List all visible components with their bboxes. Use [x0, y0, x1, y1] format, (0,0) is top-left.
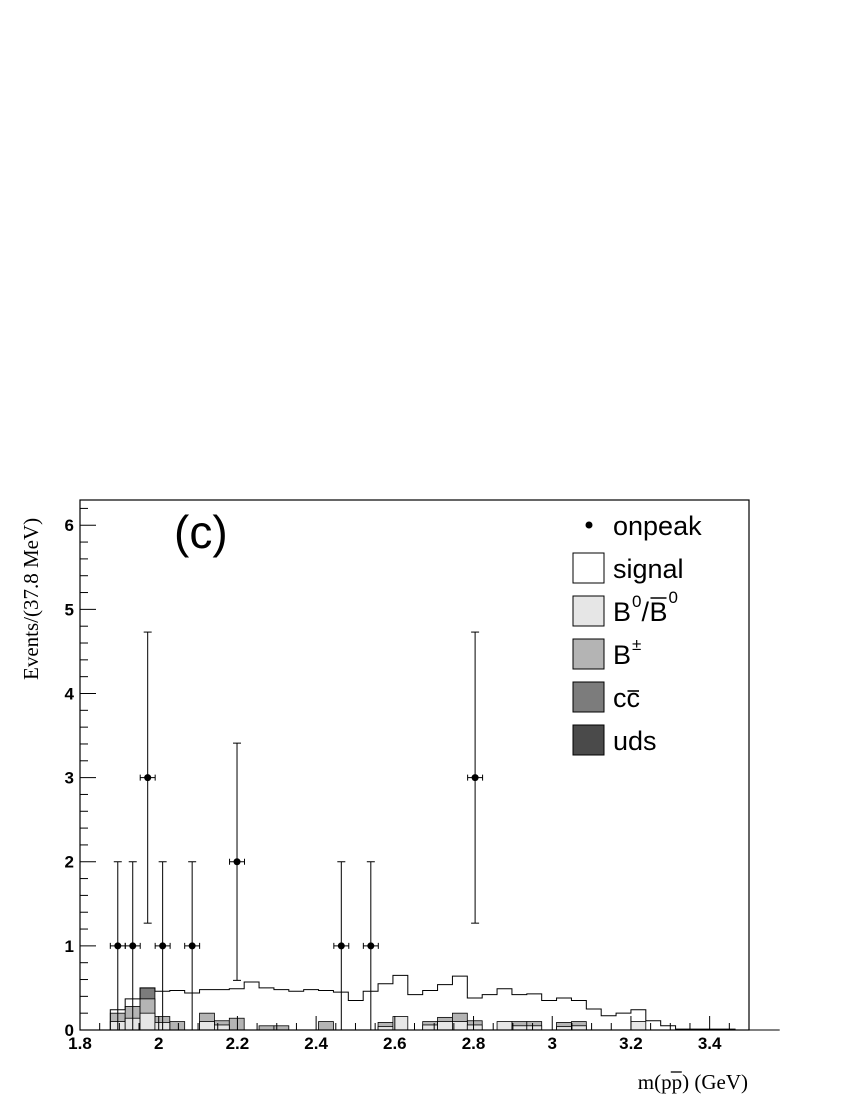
- legend-label2-2: B: [649, 597, 667, 627]
- onpeak-marker-2: [144, 774, 152, 782]
- y-tick-label-0: 0: [65, 1021, 74, 1040]
- y-tick-label-6: 6: [65, 516, 74, 535]
- signal-step-line: [109, 974, 780, 1031]
- y-axis-title: Events/(37.8 MeV): [19, 518, 43, 680]
- y-tick-label-5: 5: [65, 600, 74, 619]
- onpeak-point-1: [124, 861, 141, 1030]
- legend-label-4: cc: [613, 683, 640, 713]
- x-tick-label-6: 3: [548, 1034, 557, 1053]
- x-tick-label-4: 2.6: [383, 1034, 407, 1053]
- legend-item-4: cc: [572, 681, 640, 713]
- onpeak-marker-6: [337, 942, 345, 950]
- legend-item-0: onpeak: [585, 511, 702, 541]
- x-tick-label-7: 3.2: [619, 1034, 643, 1053]
- bar-B0B0bar-21: [422, 1024, 438, 1031]
- onpeak-marker-4: [188, 942, 196, 950]
- bar-B0B0bar-2: [139, 1012, 156, 1031]
- onpeak-point-2: [139, 631, 156, 924]
- onpeak-marker-1: [129, 942, 137, 950]
- bar-B-8: [228, 1017, 245, 1031]
- legend-label-3: B: [613, 640, 631, 670]
- bar-B-11: [273, 1025, 290, 1031]
- y-tick-label-2: 2: [65, 853, 74, 872]
- legend-item-2: B 0/B 0: [572, 588, 678, 627]
- legend-item-1: signal: [572, 552, 684, 584]
- onpeak-marker-3: [159, 942, 167, 950]
- onpeak-point-3: [154, 861, 171, 1030]
- onpeak-points-layer: [109, 631, 484, 1030]
- bar-B-10: [258, 1025, 275, 1031]
- bar-B0B0bar-31: [571, 1025, 587, 1031]
- bar-B0B0bar-35: [630, 1021, 647, 1031]
- x-tick-label-5: 2.8: [462, 1034, 486, 1053]
- onpeak-point-4: [184, 861, 201, 1030]
- bar-B0B0bar-27: [511, 1025, 528, 1031]
- legend-label-2: B: [613, 597, 631, 627]
- legend-item-5: uds: [572, 724, 657, 756]
- y-tick-label-4: 4: [65, 684, 75, 703]
- x-tick-label-3: 2.4: [304, 1034, 328, 1053]
- legend-sup2-2: 0: [669, 588, 678, 607]
- onpeak-marker-8: [471, 774, 479, 782]
- onpeak-point-7: [362, 861, 379, 1030]
- legend-swatch-3: [572, 638, 605, 670]
- y-tick-label-1: 1: [65, 937, 74, 956]
- legend-swatch-5: [572, 724, 605, 756]
- onpeak-point-6: [333, 861, 350, 1030]
- legend-label-1: signal: [613, 554, 684, 584]
- x-tick-label-8: 3.4: [698, 1034, 722, 1053]
- axes-layer: 1.8 2 2.2 2.4 2.6 2.8 3 3.2 3.4 0 1 2 3 4 5 6: [65, 507, 750, 1073]
- bar-B0B0bar-23: [452, 1021, 468, 1031]
- legend-sup-3: ±: [632, 635, 641, 654]
- x-tick-label-2: 2.2: [226, 1034, 250, 1053]
- panel-label: (c): [174, 506, 228, 558]
- onpeak-marker-7: [367, 942, 375, 950]
- plot-background: [80, 500, 749, 1030]
- legend-label-5: uds: [613, 726, 657, 756]
- legend-swatch-2: [572, 595, 605, 627]
- bar-B0B0bar-26: [496, 1021, 513, 1031]
- legend-swatch-4: [572, 681, 605, 713]
- bar-B0B0bar-7: [214, 1024, 230, 1031]
- legend-sup-2: 0: [632, 592, 641, 611]
- bar-B0B0bar-28: [526, 1025, 543, 1031]
- bar-B0B0bar-6: [199, 1021, 215, 1031]
- legend-swatch-1: [572, 552, 605, 584]
- onpeak-point-8: [467, 631, 484, 924]
- legend-marker-0: [585, 521, 593, 529]
- onpeak-marker-0: [114, 942, 122, 950]
- legend-item-3: B ±: [572, 635, 641, 670]
- onpeak-marker-5: [233, 858, 241, 866]
- bar-B-14: [318, 1021, 334, 1031]
- x-tick-label-0: 1.8: [68, 1034, 92, 1053]
- legend-label-0: onpeak: [613, 511, 702, 541]
- bar-B0B0bar-24: [466, 1024, 483, 1031]
- onpeak-point-5: [229, 742, 245, 981]
- bar-B0B0bar-22: [437, 1021, 453, 1031]
- legend-mid-2: /: [641, 597, 649, 627]
- x-axis-title: m(pp) (GeV): [638, 1070, 748, 1094]
- onpeak-point-0: [109, 861, 126, 1030]
- x-tick-label-1: 2: [154, 1034, 163, 1053]
- bar-B-4: [169, 1021, 186, 1031]
- y-tick-label-3: 3: [65, 769, 74, 788]
- svg-text:m(pp) (GeV): m(pp) (GeV): [638, 1070, 748, 1094]
